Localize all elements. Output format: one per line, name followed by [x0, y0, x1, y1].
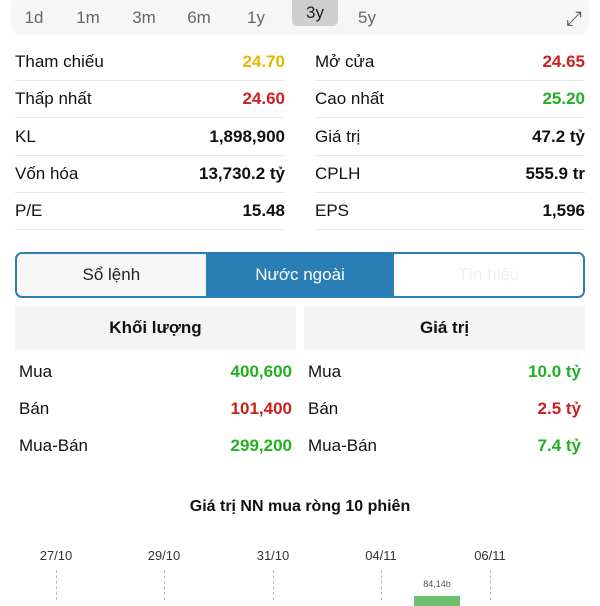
tab-signals[interactable]: Tín hiệu [394, 254, 583, 296]
tab-order-book[interactable]: Sổ lệnh [82, 265, 141, 284]
bar-05/11 [414, 596, 460, 606]
stat-row: Tham chiếu 24.70 [15, 44, 285, 81]
stat-value: 47.2 tỷ [532, 126, 585, 146]
value-value: 10.0 tỷ [528, 361, 581, 381]
range-1y[interactable]: 1y [247, 8, 265, 27]
x-tick-label: 31/10 [256, 548, 290, 563]
stat-label: CPLH [315, 163, 361, 183]
value-row: Bán 2.5 tỷ [304, 390, 585, 427]
range-3m[interactable]: 3m [132, 8, 156, 27]
stat-row: Giá trị 47.2 tỷ [315, 119, 585, 156]
tab-bar: Sổ lệnh Nước ngoài Tín hiệu [15, 252, 585, 298]
stat-value: 1,596 [542, 201, 585, 221]
value-label: Mua [308, 361, 342, 381]
stat-row: P/E 15.48 [15, 193, 285, 231]
range-1m[interactable]: 1m [76, 8, 100, 27]
volume-value: 400,600 [230, 361, 292, 381]
stat-value: 15.48 [242, 201, 285, 221]
x-tick-label: 27/10 [39, 548, 73, 563]
stat-label: Vốn hóa [15, 163, 79, 183]
stat-value: 25.20 [542, 89, 585, 109]
tab-foreign[interactable]: Nước ngoài [205, 254, 395, 296]
stat-label: EPS [315, 201, 350, 221]
value-value: 7.4 tỷ [537, 435, 581, 455]
value-value: 2.5 tỷ [537, 398, 581, 418]
stat-label: Thấp nhất [15, 89, 92, 109]
volume-label: Bán [19, 398, 50, 418]
stat-value: 13,730.2 tỷ [198, 163, 285, 183]
value-row: Mua-Bán 7.4 tỷ [304, 427, 585, 464]
volume-label: Mua-Bán [19, 435, 88, 455]
range-3y[interactable]: 3y [292, 0, 338, 26]
stat-value: 24.70 [242, 52, 285, 71]
stat-row: Thấp nhất 24.60 [15, 81, 285, 119]
volume-row: Bán 101,400 [15, 390, 296, 427]
stat-row: CPLH 555.9 tr [315, 156, 585, 193]
bar-data-label: 84,14b [423, 579, 451, 589]
value-header: Giá trị [304, 306, 585, 350]
volume-label: Mua [19, 361, 53, 381]
volume-row: Mua-Bán 299,200 [15, 427, 296, 464]
gridline [381, 570, 382, 600]
stat-row: Vốn hóa 13,730.2 tỷ [15, 156, 285, 193]
stat-row: KL 1,898,900 [15, 119, 285, 156]
stat-label: Tham chiếu [15, 52, 104, 71]
volume-row: Mua 400,600 [15, 353, 296, 390]
stat-label: KL [15, 126, 36, 146]
chart-title: Giá trị NN mua ròng 10 phiên [189, 498, 411, 515]
volume-header: Khối lượng [15, 306, 296, 350]
x-tick-label: 04/11 [365, 548, 397, 563]
range-6m[interactable]: 6m [187, 8, 211, 27]
stat-row: Cao nhất 25.20 [315, 81, 585, 119]
range-1d[interactable]: 1d [24, 8, 44, 27]
expand-icon[interactable]: ⤢ [566, 8, 582, 30]
stat-row: EPS 1,596 [315, 193, 585, 231]
stat-value: 24.60 [242, 89, 285, 109]
x-tick-label: 06/11 [474, 548, 506, 563]
gridline [164, 570, 165, 600]
stat-label: Giá trị [315, 126, 361, 146]
stat-row: Mở cửa 24.65 [315, 44, 585, 81]
value-row: Mua 10.0 tỷ [304, 353, 585, 390]
gridline [490, 570, 491, 600]
gridline [56, 570, 57, 600]
value-label: Bán [308, 398, 339, 418]
volume-value: 299,200 [230, 435, 292, 455]
x-tick-label: 29/10 [147, 548, 181, 563]
volume-value: 101,400 [230, 398, 292, 418]
stat-value: 555.9 tr [525, 163, 585, 183]
stat-label: Mở cửa [315, 52, 375, 71]
gridline [273, 570, 274, 600]
stat-value: 24.65 [542, 52, 585, 71]
stat-value: 1,898,900 [209, 126, 285, 146]
range-5y[interactable]: 5y [358, 8, 376, 27]
value-label: Mua-Bán [308, 435, 377, 455]
stat-label: P/E [15, 201, 43, 221]
stat-label: Cao nhất [315, 89, 384, 109]
